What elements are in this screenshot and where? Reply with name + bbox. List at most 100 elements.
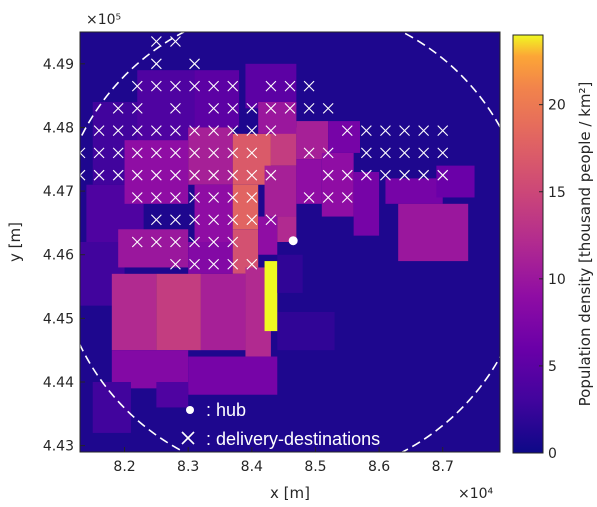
density-region (156, 273, 201, 351)
map-plot-area (55, 4, 531, 480)
destination-marker (131, 80, 143, 92)
y-tick-label: 4.43 (43, 439, 74, 455)
destination-marker (170, 236, 181, 248)
density-region (92, 382, 131, 433)
destination-marker (284, 102, 296, 114)
destination-marker (265, 80, 277, 92)
colorbar: 0 5 10 15 20 Population density [thousand pe… (512, 34, 594, 462)
destination-marker (227, 102, 239, 114)
density-region (398, 203, 469, 262)
destination-marker (150, 169, 162, 181)
destination-marker (131, 169, 143, 181)
y-tick-label: 4.45 (43, 311, 74, 327)
plot-frame (79, 31, 501, 453)
destination-marker (189, 169, 200, 181)
x-axis-label: x [m] (270, 484, 310, 502)
destination-marker (112, 102, 124, 114)
legend-destination-label: : delivery-destinations (206, 429, 380, 449)
y-tick-label: 4.48 (43, 120, 74, 136)
destination-marker (208, 192, 220, 203)
destination-marker (227, 236, 239, 248)
destination-marker (341, 125, 353, 137)
destination-marker (150, 125, 162, 137)
destination-marker (170, 169, 181, 181)
destination-marker (303, 192, 315, 203)
destination-marker (150, 36, 162, 47)
destination-marker (112, 147, 124, 159)
density-region (353, 172, 380, 236)
density-region (194, 184, 233, 242)
y-exponent-label: ×10⁵ (86, 12, 121, 28)
y-tick-label: 4.46 (43, 248, 74, 264)
destination-marker (437, 125, 449, 137)
destination-marker (380, 147, 391, 159)
density-region (118, 229, 189, 268)
destination-marker (360, 169, 372, 181)
destination-marker (170, 147, 181, 159)
legend-hub-symbol (186, 406, 194, 414)
destination-marker (265, 169, 277, 181)
destination-marker (246, 258, 258, 270)
destination-marker (418, 125, 430, 137)
destination-marker (150, 147, 162, 159)
destination-marker (208, 214, 220, 226)
destination-marker (322, 102, 334, 114)
destination-marker (131, 147, 143, 159)
density-region (156, 382, 189, 408)
x-tick-label: 8.6 (368, 459, 390, 475)
destination-marker (246, 125, 258, 137)
destination-marker (208, 147, 220, 159)
colorbar-tick-label: 0 (548, 446, 557, 462)
y-tick-label: 4.47 (43, 184, 74, 200)
density-region (258, 102, 297, 134)
density-region (258, 216, 278, 255)
destination-marker (341, 192, 353, 203)
destination-marker (93, 169, 105, 181)
destination-marker (322, 169, 334, 181)
destination-marker (131, 102, 143, 114)
destination-marker (189, 236, 200, 248)
destination-marker (112, 125, 124, 137)
x-tick-label: 8.5 (304, 459, 326, 475)
colorbar-gradient (512, 34, 544, 454)
destination-marker (303, 147, 315, 159)
destination-marker (150, 58, 162, 70)
legend-destination-symbol (181, 431, 195, 445)
destination-marker (227, 169, 239, 181)
x-tick-label: 8.4 (241, 459, 263, 475)
y-tick-label: 4.49 (43, 57, 74, 73)
destination-marker (131, 125, 143, 137)
map-legend: : hub : delivery-destinations (181, 400, 380, 449)
hub-marker (288, 236, 298, 246)
destination-marker (227, 192, 239, 203)
colorbar-ticks: 0 5 10 15 20 (539, 98, 566, 462)
destination-marker (418, 147, 430, 159)
colorbar-tick-label: 10 (548, 272, 566, 288)
destination-marker (437, 169, 449, 181)
destination-marker (284, 80, 296, 92)
destination-marker (170, 258, 181, 270)
density-region (385, 178, 443, 204)
x-tick-label: 8.3 (177, 459, 199, 475)
destination-marker (208, 258, 220, 270)
destination-marker (380, 125, 391, 137)
density-region (277, 312, 335, 351)
colorbar-label: Population density [thousand people / km… (576, 82, 594, 407)
destination-marker (341, 169, 353, 181)
destination-marker (246, 214, 258, 226)
destination-marker (418, 169, 430, 181)
density-region (264, 261, 278, 332)
destination-marker (131, 192, 143, 203)
y-tick-label: 4.44 (43, 375, 74, 391)
destination-marker (112, 169, 124, 181)
density-region (188, 242, 233, 274)
destination-marker (80, 169, 86, 181)
destination-marker (322, 192, 334, 203)
destination-marker (189, 147, 200, 159)
density-region (277, 216, 297, 242)
destination-marker (265, 102, 277, 114)
destination-marker (80, 147, 86, 159)
delivery-destination-markers (80, 36, 449, 270)
destination-marker (265, 125, 277, 137)
